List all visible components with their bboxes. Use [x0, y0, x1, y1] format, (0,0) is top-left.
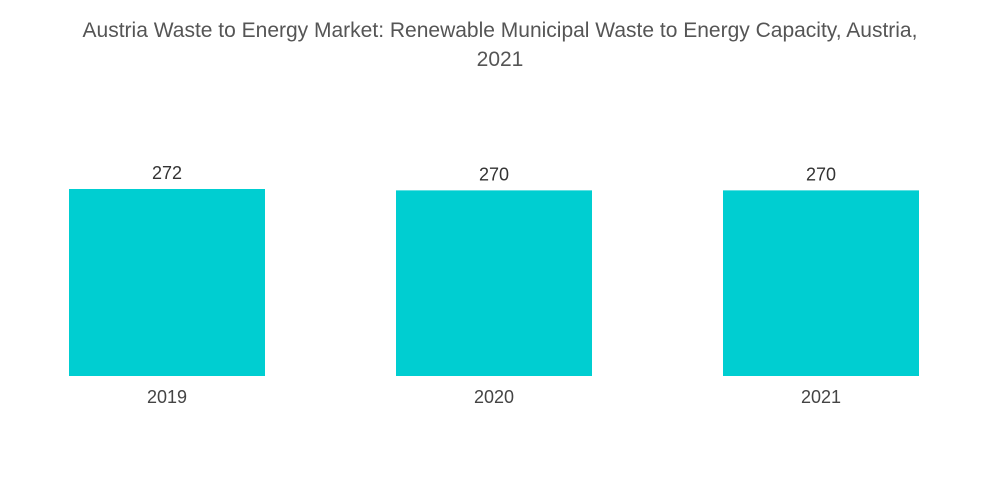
chart-title-line-2: 2021: [476, 48, 524, 71]
x-tick-label-2020: 2020: [474, 387, 514, 407]
bar-2019: [69, 189, 265, 376]
x-tick-label-2019: 2019: [147, 387, 187, 407]
data-label-2020: 270: [479, 164, 509, 184]
chart-title-line-1: Austria Waste to Energy Market: Renewabl…: [82, 19, 918, 42]
bar-2020: [396, 190, 592, 376]
bar-2021: [723, 190, 919, 376]
data-label-2021: 270: [806, 164, 836, 184]
x-tick-label-2021: 2021: [801, 387, 841, 407]
data-label-2019: 272: [152, 163, 182, 183]
chart-title: Austria Waste to Energy Market: Renewabl…: [0, 16, 1000, 74]
